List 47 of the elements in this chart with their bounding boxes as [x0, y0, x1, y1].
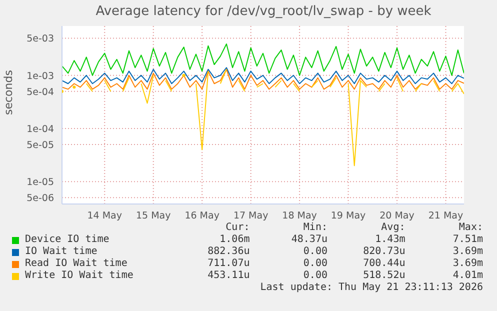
text: 700.44u: [362, 258, 406, 270]
text: Max:: [458, 222, 483, 234]
text: 3.69m: [452, 246, 483, 258]
text: 711.07u: [206, 258, 250, 270]
text: 0.00: [302, 270, 328, 282]
chart-title: Average latency for /dev/vg_root/lv_swap - by week: [94, 3, 432, 21]
text: 820.73u: [362, 246, 406, 258]
y-tick-label: 1e-04: [26, 124, 54, 135]
text: Min:: [302, 222, 328, 234]
text: 4.01m: [452, 270, 483, 282]
text: 882.36u: [206, 246, 250, 258]
text: 453.11u: [206, 270, 250, 282]
text: 7.51m: [452, 234, 483, 246]
text: 1.43m: [374, 234, 406, 246]
line-series: [62, 43, 464, 76]
x-tick-label: 14 May: [87, 210, 122, 222]
text: 48.37u: [290, 234, 328, 246]
x-tick-label: 19 May: [330, 210, 366, 222]
x-tick-label: 16 May: [184, 210, 220, 222]
legend-label: Device IO time: [25, 234, 110, 246]
text: 0.00: [302, 246, 328, 258]
legend-label: IO Wait time: [25, 246, 98, 258]
y-tick-label: 5e-03: [26, 34, 54, 45]
legend-label: Read IO Wait time: [25, 258, 128, 270]
x-tick-label: 15 May: [136, 210, 172, 222]
text: Cur:: [224, 222, 250, 234]
text: Avg:: [380, 222, 406, 234]
line-series: [62, 67, 464, 84]
text: 3.69m: [452, 258, 483, 270]
y-axis-title: seconds: [2, 70, 15, 115]
text: 0.00: [302, 258, 328, 270]
text: Last update: Thu May 21 23:11:13 2026: [259, 282, 483, 294]
text: 1.06m: [218, 234, 250, 246]
x-tick-label: 21 May: [428, 210, 464, 222]
y-tick-label: 1e-05: [26, 177, 54, 188]
x-tick-label: 17 May: [233, 210, 269, 222]
y-tick-label: 5e-06: [26, 193, 54, 204]
x-tick-label: 18 May: [282, 210, 318, 222]
legend-label: Write IO Wait time: [25, 270, 134, 282]
point: [72, 86, 76, 89]
text: 518.52u: [362, 270, 406, 282]
x-tick-label: 20 May: [380, 210, 415, 222]
y-tick-label: 5e-05: [26, 140, 54, 151]
point: [182, 74, 186, 77]
y-tick-label: 1e-03: [26, 70, 54, 82]
y-tick-label: 5e-04: [26, 86, 54, 98]
line-series: [62, 68, 464, 90]
